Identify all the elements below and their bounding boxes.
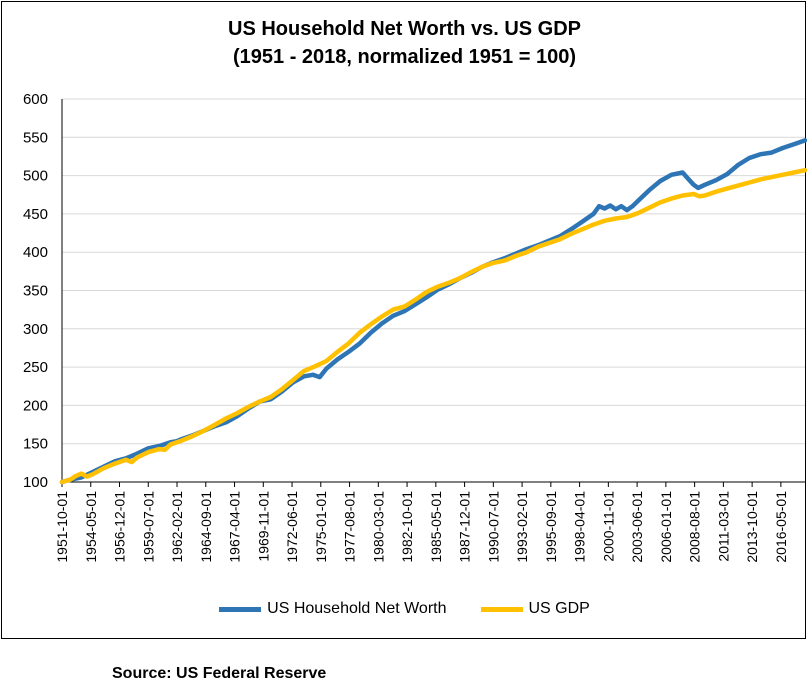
x-tick-label: 2016-05-01 xyxy=(773,491,789,563)
y-tick-label: 200 xyxy=(23,397,48,414)
x-tick-label: 1967-04-01 xyxy=(227,491,243,563)
legend-swatch-net-worth xyxy=(219,606,262,612)
x-tick-label: 2000-11-01 xyxy=(600,491,616,562)
legend-swatch-gdp xyxy=(480,606,523,612)
y-tick-label: 300 xyxy=(23,321,48,338)
y-tick-label: 500 xyxy=(23,168,48,185)
x-tick-label: 1969-11-01 xyxy=(255,491,271,562)
legend-label-gdp: US GDP xyxy=(528,600,590,617)
x-tick-label: 1962-02-01 xyxy=(169,491,185,563)
x-tick-label: 1982-10-01 xyxy=(399,491,415,563)
y-axis-ticks: 100 150 200 250 300 350 400 450 500 550 600 xyxy=(23,91,48,491)
legend-item-net-worth: US Household Net Worth xyxy=(219,600,447,618)
source-note: Source: US Federal Reserve xyxy=(112,665,327,682)
x-tick-label: 1977-08-01 xyxy=(342,491,358,563)
chart-legend: US Household Net Worth US GDP xyxy=(0,600,809,618)
x-tick-label: 2013-10-01 xyxy=(744,491,760,563)
x-tick-label: 2011-03-01 xyxy=(715,491,731,562)
x-tick-label: 1987-12-01 xyxy=(457,491,473,563)
x-tick-label: 1980-03-01 xyxy=(370,491,386,563)
y-tick-label: 350 xyxy=(23,283,48,300)
x-tick-label: 1959-07-01 xyxy=(140,491,156,563)
chart-frame: 100 150 200 250 300 350 400 450 500 550 600 1951-1… xyxy=(1,1,807,639)
legend-label-net-worth: US Household Net Worth xyxy=(267,600,447,617)
grid-lines xyxy=(62,98,805,445)
y-tick-label: 400 xyxy=(23,244,48,261)
x-tick-label: 1964-09-01 xyxy=(198,491,214,563)
x-tick-label: 1998-04-01 xyxy=(572,491,588,563)
x-tick-label: 1956-12-01 xyxy=(112,491,128,563)
y-tick-label: 550 xyxy=(23,129,48,146)
x-tick-label: 1972-06-01 xyxy=(284,491,300,563)
y-tick-label: 150 xyxy=(23,436,48,453)
y-tick-label: 100 xyxy=(23,474,48,491)
x-tick-label: 1954-05-01 xyxy=(83,491,99,563)
y-tick-label: 250 xyxy=(23,359,48,376)
x-tick-label: 2006-01-01 xyxy=(658,491,674,563)
axes xyxy=(61,99,805,483)
series-line-gdp xyxy=(59,167,807,485)
x-tick-label: 1951-10-01 xyxy=(54,491,70,563)
legend-item-gdp: US GDP xyxy=(480,600,590,618)
x-tick-label: 1993-02-01 xyxy=(514,491,530,563)
y-tick-label: 600 xyxy=(23,91,48,108)
series-lines xyxy=(59,138,807,485)
chart-subtitle: (1951 - 2018, normalized 1951 = 100) xyxy=(233,46,576,68)
x-tick-label: 2008-08-01 xyxy=(687,491,703,563)
x-axis-ticks: 1951-10-01 1954-05-01 1956-12-01 1959-07-01… xyxy=(54,482,789,563)
chart-title: US Household Net Worth vs. US GDP xyxy=(228,18,581,40)
series-line-net-worth xyxy=(59,138,807,485)
x-tick-label: 1985-05-01 xyxy=(428,491,444,563)
x-tick-label: 1975-01-01 xyxy=(313,491,329,563)
line-chart: 100 150 200 250 300 350 400 450 500 550 600 1951-1… xyxy=(23,91,807,563)
x-tick-label: 1995-09-01 xyxy=(543,491,559,563)
x-tick-label: 1990-07-01 xyxy=(485,491,501,563)
y-tick-label: 450 xyxy=(23,206,48,223)
x-tick-label: 2003-06-01 xyxy=(629,491,645,563)
